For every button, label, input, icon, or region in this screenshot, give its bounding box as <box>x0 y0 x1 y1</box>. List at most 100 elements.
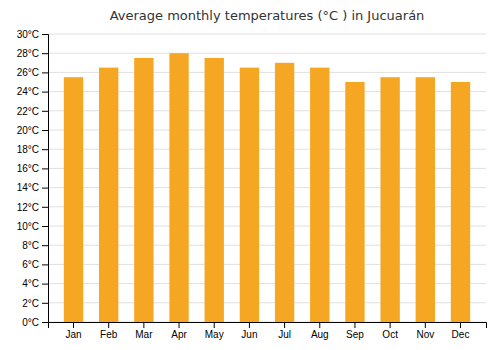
tick: Mar <box>135 322 153 340</box>
tick-label: Mar <box>135 329 153 340</box>
bar <box>240 68 259 322</box>
bar <box>169 53 188 322</box>
tick-mark <box>42 303 48 304</box>
tick-mark <box>42 322 48 323</box>
tick-mark <box>460 322 461 328</box>
tick-mark <box>143 322 144 328</box>
tick-label: 18°C <box>17 144 39 155</box>
tick-label: Jun <box>241 329 257 340</box>
bars <box>64 53 470 322</box>
axis-line <box>49 323 487 329</box>
tick-label: 30°C <box>17 29 39 40</box>
x-axis: Jan Feb Mar Apr May Jun Jul Aug Sep Oct Nov Dec <box>49 322 487 340</box>
tick-label: Dec <box>452 329 470 340</box>
tick-mark <box>42 188 48 189</box>
tick-mark <box>108 322 109 328</box>
tick-label: 20°C <box>17 125 39 136</box>
tick: Jan <box>65 322 81 340</box>
tick-mark <box>42 111 48 112</box>
tick-label: 8°C <box>22 240 39 251</box>
tick-label: 24°C <box>17 86 39 97</box>
tick: 4°C <box>22 278 48 289</box>
tick: 2°C <box>22 298 48 309</box>
tick-label: 2°C <box>22 298 39 309</box>
tick-label: Sep <box>346 329 364 340</box>
tick-mark <box>390 322 391 328</box>
tick: 18°C <box>17 144 48 155</box>
tick: 28°C <box>17 48 48 59</box>
bar <box>451 82 470 322</box>
tick: Apr <box>171 322 187 340</box>
tick-mark <box>42 264 48 265</box>
tick-label: 14°C <box>17 182 39 193</box>
plot: 0°C 2°C 4°C 6°C 8°C 10°C 12°C 14°C 16°C 18°C 20°C 2… <box>17 29 487 340</box>
bar <box>310 68 329 322</box>
bar <box>64 77 83 322</box>
tick-label: 10°C <box>17 221 39 232</box>
tick-label: Jul <box>278 329 291 340</box>
bar <box>380 77 399 322</box>
tick: Jul <box>278 322 291 340</box>
tick-mark <box>42 207 48 208</box>
tick-mark <box>249 322 250 328</box>
tick-mark <box>42 245 48 246</box>
tick: 20°C <box>17 125 48 136</box>
tick-label: 12°C <box>17 202 39 213</box>
tick: 22°C <box>17 106 48 117</box>
tick-mark <box>319 322 320 328</box>
title: Average monthly temperatures (°C ) in Ju… <box>110 8 425 23</box>
tick: 12°C <box>17 202 48 213</box>
tick: 8°C <box>22 240 48 251</box>
tick-label: May <box>205 329 224 340</box>
tick: 24°C <box>17 86 48 97</box>
tick-mark <box>42 92 48 93</box>
tick-mark <box>42 130 48 131</box>
tick: Feb <box>100 322 118 340</box>
tick-mark <box>179 322 180 328</box>
tick: 6°C <box>22 259 48 270</box>
tick-label: Feb <box>100 329 118 340</box>
tick-mark <box>42 226 48 227</box>
tick: Aug <box>311 322 329 340</box>
tick-label: 22°C <box>17 106 39 117</box>
tick-label: 28°C <box>17 48 39 59</box>
axis-line <box>42 35 49 323</box>
tick: Dec <box>452 322 470 340</box>
tick-label: 26°C <box>17 67 39 78</box>
grid <box>48 34 486 322</box>
tick: 16°C <box>17 163 48 174</box>
tick: 14°C <box>17 182 48 193</box>
tick-mark <box>42 72 48 73</box>
tick-label: Nov <box>416 329 434 340</box>
tick: Nov <box>416 322 434 340</box>
tick-mark <box>73 322 74 328</box>
tick-mark <box>42 168 48 169</box>
tick-label: Aug <box>311 329 329 340</box>
tick: 30°C <box>17 29 48 40</box>
chart: 0°C 2°C 4°C 6°C 8°C 10°C 12°C 14°C 16°C 18°C 20°C 2… <box>0 0 500 350</box>
tick-label: Jan <box>65 329 81 340</box>
tick: 0°C <box>22 317 48 328</box>
tick-mark <box>284 322 285 328</box>
tick: Oct <box>382 322 398 340</box>
tick: May <box>205 322 224 340</box>
bar <box>99 68 118 322</box>
grid-line <box>48 34 486 35</box>
tick-label: Oct <box>382 329 398 340</box>
bar <box>205 58 224 322</box>
bar <box>134 58 153 322</box>
tick-mark <box>354 322 355 328</box>
bar <box>345 82 364 322</box>
tick-label: Apr <box>171 329 187 340</box>
tick: 10°C <box>17 221 48 232</box>
tick-mark <box>425 322 426 328</box>
grid-line <box>48 53 486 54</box>
tick-label: 16°C <box>17 163 39 174</box>
y-axis: 0°C 2°C 4°C 6°C 8°C 10°C 12°C 14°C 16°C 18°C 20°C 2… <box>17 29 49 328</box>
tick-label: 0°C <box>22 317 39 328</box>
tick-mark <box>42 34 48 35</box>
tick: 26°C <box>17 67 48 78</box>
bar <box>275 63 294 322</box>
tick-mark <box>42 149 48 150</box>
bar <box>416 77 435 322</box>
